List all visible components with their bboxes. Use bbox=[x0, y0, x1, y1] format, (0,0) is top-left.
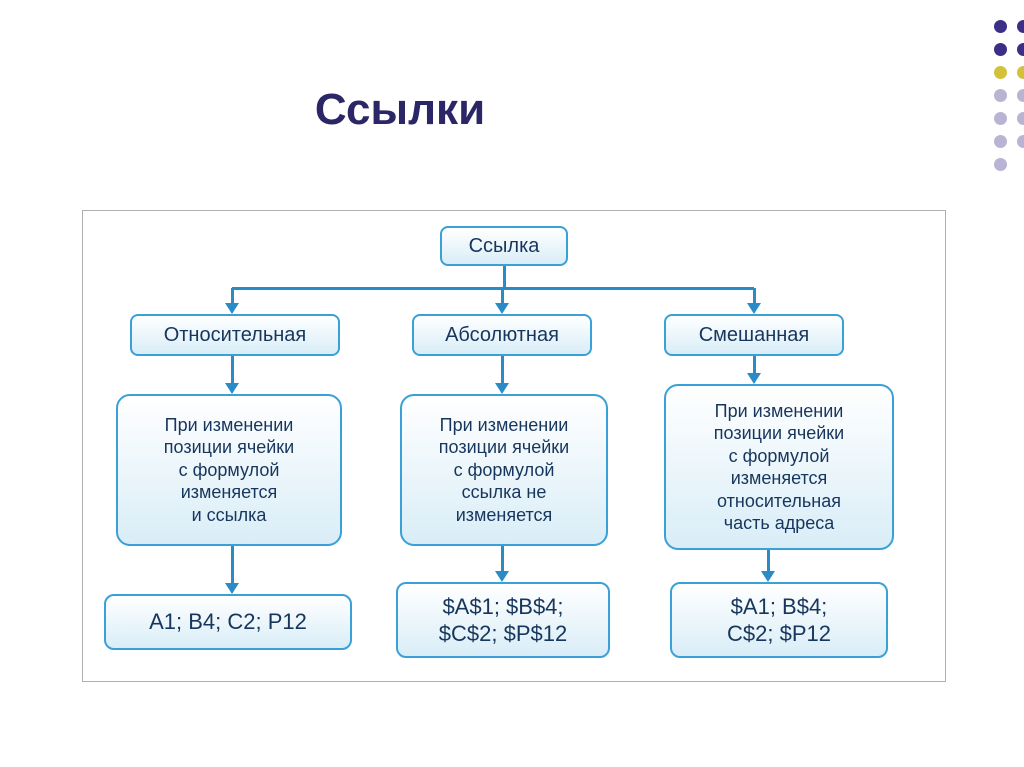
arrow-head bbox=[495, 571, 509, 582]
arrow-head bbox=[495, 383, 509, 394]
node-mix_d: При изменении позиции ячейки с формулой … bbox=[664, 384, 894, 550]
arrow-head bbox=[761, 571, 775, 582]
node-mix: Смешанная bbox=[664, 314, 844, 356]
arrow-head bbox=[225, 303, 239, 314]
node-abs_d: При изменении позиции ячейки с формулой … bbox=[400, 394, 608, 546]
lavender-dot bbox=[994, 135, 1007, 148]
lavender-dot bbox=[994, 112, 1007, 125]
node-rel: Относительная bbox=[130, 314, 340, 356]
node-mix_e: $A1; B$4; C$2; $P12 bbox=[670, 582, 888, 658]
purple-dot bbox=[1017, 43, 1024, 56]
arrow-head bbox=[495, 303, 509, 314]
arrow-head bbox=[747, 303, 761, 314]
node-root: Ссылка bbox=[440, 226, 568, 266]
arrow-head bbox=[225, 383, 239, 394]
lavender-dot bbox=[1017, 112, 1024, 125]
lavender-dot bbox=[994, 89, 1007, 102]
yellow-dot bbox=[1017, 66, 1024, 79]
node-abs_e: $A$1; $B$4; $C$2; $P$12 bbox=[396, 582, 610, 658]
purple-dot bbox=[994, 20, 1007, 33]
node-rel_e: A1; B4; C2; P12 bbox=[104, 594, 352, 650]
lavender-dot bbox=[1017, 135, 1024, 148]
arrow-head bbox=[225, 583, 239, 594]
node-rel_d: При изменении позиции ячейки с формулой … bbox=[116, 394, 342, 546]
slide-title: Ссылки bbox=[250, 85, 550, 135]
purple-dot bbox=[994, 43, 1007, 56]
purple-dot bbox=[1017, 20, 1024, 33]
lavender-dot bbox=[994, 158, 1007, 171]
arrow-head bbox=[747, 373, 761, 384]
yellow-dot bbox=[994, 66, 1007, 79]
lavender-dot bbox=[1017, 89, 1024, 102]
node-abs: Абсолютная bbox=[412, 314, 592, 356]
